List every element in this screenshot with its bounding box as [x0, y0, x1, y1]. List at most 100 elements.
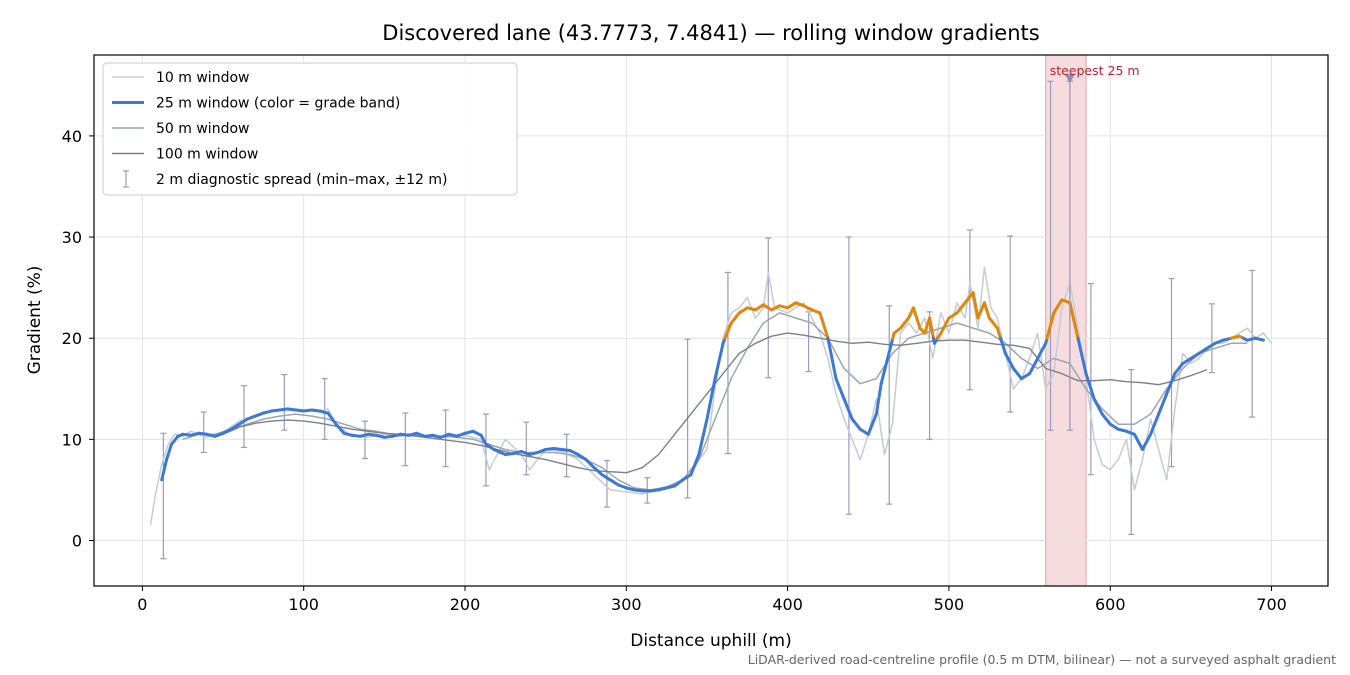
error-bar	[160, 432, 167, 560]
series-25m-segment	[987, 316, 999, 330]
series-50m-line	[182, 312, 1248, 491]
x-axis-title: Distance uphill (m)	[630, 631, 791, 651]
series-25m-segment	[995, 326, 1003, 340]
error-bar	[482, 413, 489, 487]
series-25m-segment	[1173, 361, 1185, 376]
legend-box	[102, 62, 518, 196]
error-bar	[200, 411, 207, 454]
series-25m-segment	[955, 301, 967, 315]
y-tick-label: 30	[62, 228, 82, 247]
series-group	[149, 80, 1273, 560]
series-25m-segment	[1003, 351, 1015, 371]
legend-100m-item: 100 m window	[112, 147, 258, 163]
error-bar	[603, 459, 610, 508]
series-25m-segment	[999, 336, 1007, 355]
series-25m-segment	[697, 417, 709, 457]
series-25m-segment	[484, 442, 496, 451]
series-25m-segment	[1068, 301, 1080, 340]
series-25m-segment	[576, 453, 588, 462]
series-25m-segment	[786, 301, 798, 310]
series-25m-segment	[592, 466, 604, 477]
error-bar	[845, 236, 852, 515]
series-25m-segment	[713, 341, 725, 381]
series-25m-segment	[1132, 432, 1144, 451]
series-25m-segment	[673, 478, 685, 488]
x-tick-label: 300	[611, 595, 642, 614]
series-25m-segment	[1076, 336, 1088, 376]
y-tick-label: 20	[62, 329, 82, 348]
series-25m-segment	[939, 316, 951, 335]
series-25m-segment	[866, 412, 878, 436]
series-25m-segment	[976, 301, 986, 320]
y-tick-label: 40	[62, 127, 82, 146]
series-25m-segment	[237, 417, 249, 426]
series-25m-segment	[737, 306, 749, 315]
series-25m-segment	[1092, 397, 1104, 416]
error-bar	[241, 385, 248, 449]
x-tick-label: 400	[772, 595, 803, 614]
series-25m-segment	[1045, 311, 1056, 340]
legend-25m-item: 25 m window (color = grade band)	[112, 96, 400, 112]
series-25m-segment	[899, 316, 911, 330]
error-bar	[281, 374, 288, 431]
series-25m-segment	[681, 473, 693, 482]
series-25m-segment	[802, 304, 814, 312]
series-25m-segment	[584, 458, 596, 470]
series-25m-segment	[165, 442, 173, 462]
series-25m-segment	[886, 336, 895, 360]
series-25m-segment	[1253, 336, 1265, 342]
series-25m-segment	[1140, 432, 1153, 451]
series-25m-segment	[761, 303, 773, 312]
series-25m-segment	[928, 316, 935, 340]
series-25m-segment	[1157, 392, 1169, 416]
error-bar	[402, 412, 409, 467]
series-25m-segment	[826, 336, 838, 381]
legend-errorbar-item: 2 m diagnostic spread (min–max, ±12 m)	[123, 170, 447, 188]
series-25m-segment	[947, 311, 959, 320]
steepest-annotation: steepest 25 m	[1050, 63, 1140, 78]
series-25m-segment	[982, 301, 991, 320]
series-25m-segment	[1205, 341, 1217, 350]
error-bar	[886, 305, 893, 505]
series-25m-segment	[729, 311, 741, 325]
series-25m-segment	[1084, 372, 1096, 401]
series-25m-segment	[769, 304, 782, 312]
error-bar	[966, 229, 973, 391]
x-tick-label: 0	[137, 595, 147, 614]
error-bar	[361, 420, 368, 460]
series-25m-segment	[608, 478, 620, 487]
error-bar	[321, 378, 328, 440]
series-25m-segment	[911, 306, 922, 330]
error-bar	[1128, 368, 1135, 536]
y-axis-title: Gradient (%)	[25, 266, 45, 375]
series-25m-segment	[1181, 356, 1193, 365]
error-bar	[523, 421, 530, 476]
series-25m-segment	[1197, 346, 1209, 355]
legend-10m-label: 10 m window	[156, 70, 249, 86]
x-tick-label: 200	[450, 595, 481, 614]
x-tick-label: 700	[1256, 595, 1287, 614]
series-25m-segment	[1028, 356, 1040, 376]
error-bar	[563, 433, 570, 478]
x-tick-label: 500	[934, 595, 965, 614]
legend-errorbar-label: 2 m diagnostic spread (min–max, ±12 m)	[156, 172, 447, 188]
y-tick-label: 10	[62, 430, 82, 449]
series-25m-segment	[1052, 298, 1064, 315]
series-25m-segment	[874, 382, 883, 416]
x-tick-label: 600	[1095, 595, 1126, 614]
error-bar	[1047, 80, 1054, 431]
error-bar	[926, 311, 933, 440]
series-25m-segment	[334, 422, 346, 435]
plot-area: steepest 25 m 0 100 200 300 400 500 600 700 0 10 20…	[62, 54, 1329, 614]
series-25m-segment	[169, 434, 180, 446]
series-25m-segment	[479, 433, 488, 446]
footnote: LiDAR-derived road-centreline profile (0…	[748, 652, 1336, 667]
series-25m-segment	[229, 422, 241, 431]
series-25m-segment	[753, 303, 765, 312]
series-25m-segment	[160, 458, 169, 482]
series-25m-segment	[858, 427, 870, 436]
legend-100m-label: 100 m window	[156, 147, 258, 163]
series-25m-segment	[1189, 351, 1201, 360]
series-25m-segment	[879, 356, 890, 386]
